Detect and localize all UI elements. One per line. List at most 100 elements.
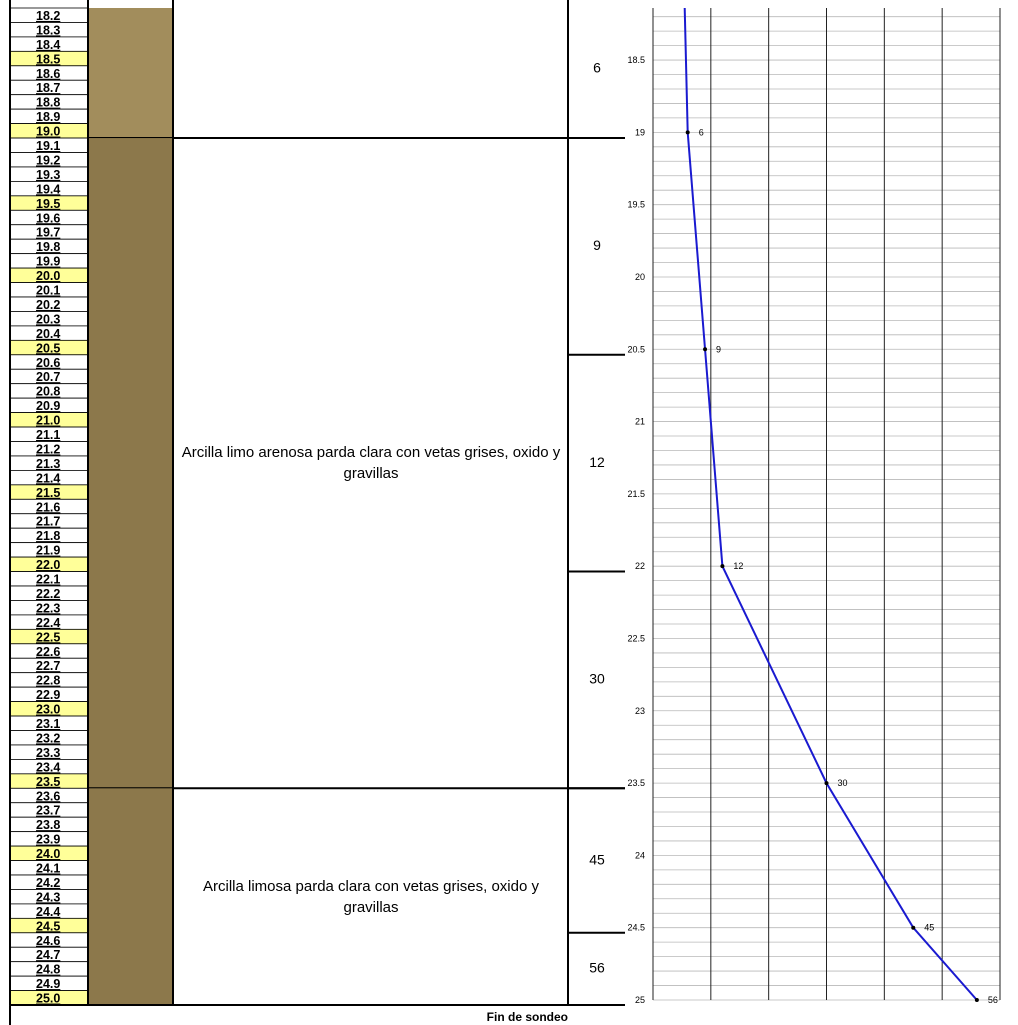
- depth-label: 18.5: [36, 52, 60, 66]
- depth-label: 20.2: [36, 298, 60, 312]
- soil-layer: [88, 8, 173, 139]
- depth-label: 21.3: [36, 457, 60, 471]
- depth-label: 21.4: [36, 471, 60, 485]
- depth-label: 23.8: [36, 818, 60, 832]
- depth-label: 21.6: [36, 500, 60, 514]
- point-label: 12: [733, 561, 743, 571]
- depth-label: 24.1: [36, 862, 60, 876]
- depth-label: 21.9: [36, 544, 60, 558]
- depth-label: 22.6: [36, 645, 60, 659]
- depth-label: 19.4: [36, 182, 60, 196]
- depth-label: 19.0: [36, 125, 60, 139]
- layer-description: Arcilla limo arenosa parda clara con vet…: [181, 444, 561, 483]
- depth-label: 23.4: [36, 760, 60, 774]
- soil-layer: [88, 138, 173, 789]
- depth-label: 24.5: [36, 919, 60, 933]
- depth-label: 18.3: [36, 23, 60, 37]
- depth-label: 19.6: [36, 211, 60, 225]
- depth-label: 20.6: [36, 356, 60, 370]
- blow-count: 9: [593, 237, 601, 253]
- series-line: [686, 132, 978, 1001]
- depth-label: 20.7: [36, 370, 60, 384]
- point: [824, 781, 829, 786]
- depth-label: 23.1: [36, 717, 60, 731]
- y-tick-label: 24: [635, 850, 645, 860]
- footer: Fin de sondeo: [487, 1010, 568, 1024]
- point-label: 56: [988, 995, 998, 1005]
- depth-label: 18.2: [36, 9, 60, 23]
- depth-label: 24.8: [36, 963, 60, 977]
- depth-label: 24.6: [36, 934, 60, 948]
- blow-count: 6: [593, 60, 601, 76]
- depth-label: 22.0: [36, 558, 60, 572]
- depth-label: 23.3: [36, 746, 60, 760]
- depth-label: 20.9: [36, 399, 60, 413]
- depth-label: 21.1: [36, 428, 60, 442]
- depth-label: 23.2: [36, 731, 60, 745]
- depth-label: 20.0: [36, 269, 60, 283]
- y-tick-label: 20: [635, 272, 645, 282]
- point-label: 6: [699, 127, 704, 137]
- point: [911, 925, 916, 930]
- y-tick-label: 19: [635, 127, 645, 137]
- y-tick-label: 21.5: [627, 489, 645, 499]
- layer-description: Arcilla limosa parda clara con vetas gri…: [203, 877, 539, 916]
- depth-label: 24.0: [36, 847, 60, 861]
- y-tick-label: 25: [635, 995, 645, 1005]
- depth-label: 22.3: [36, 601, 60, 615]
- point: [720, 564, 725, 569]
- depth-label: 24.4: [36, 905, 60, 919]
- soil-layer: [88, 788, 173, 1006]
- depth-label: 22.2: [36, 587, 60, 601]
- depth-label: 23.7: [36, 804, 60, 818]
- depth-label: 21.0: [36, 414, 60, 428]
- depth-label: 22.4: [36, 616, 60, 630]
- depth-label: 22.7: [36, 659, 60, 673]
- depth-label: 20.4: [36, 327, 60, 341]
- y-tick-label: 23: [635, 706, 645, 716]
- depth-label: 21.7: [36, 515, 60, 529]
- y-tick-label: 19.5: [627, 200, 645, 210]
- y-tick-label: 21: [635, 417, 645, 427]
- depth-label: 19.1: [36, 139, 60, 153]
- y-tick-label: 20.5: [627, 344, 645, 354]
- blow-count: 56: [589, 960, 605, 976]
- point-label: 30: [838, 778, 848, 788]
- depth-label: 23.6: [36, 789, 60, 803]
- y-tick-label: 18.5: [627, 55, 645, 65]
- depth-label: 23.9: [36, 833, 60, 847]
- point-label: 45: [924, 923, 934, 933]
- point: [703, 347, 708, 352]
- depth-label: 20.1: [36, 284, 60, 298]
- depth-label: 18.9: [36, 110, 60, 124]
- point-label: 9: [716, 344, 721, 354]
- depth-label: 21.8: [36, 529, 60, 543]
- depth-label: 24.2: [36, 876, 60, 890]
- y-tick-label: 24.5: [627, 923, 645, 933]
- blow-count: 45: [589, 851, 605, 867]
- y-tick-label: 22: [635, 561, 645, 571]
- y-tick-label: 22.5: [627, 633, 645, 643]
- blow-count: 30: [589, 671, 605, 687]
- depth-label: 19.8: [36, 240, 60, 254]
- depth-label: 19.3: [36, 168, 60, 182]
- depth-label: 22.8: [36, 674, 60, 688]
- depth-label: 20.8: [36, 385, 60, 399]
- depth-label: 18.6: [36, 67, 60, 81]
- depth-label: 24.3: [36, 890, 60, 904]
- depth-label: 18.4: [36, 38, 60, 52]
- depth-label: 19.7: [36, 226, 60, 240]
- depth-label: 24.9: [36, 977, 60, 991]
- y-tick-label: 23.5: [627, 778, 645, 788]
- blow-count: 12: [589, 454, 605, 470]
- depth-label: 18.8: [36, 96, 60, 110]
- depth-label: 19.2: [36, 153, 60, 167]
- depth-label: 23.5: [36, 775, 60, 789]
- depth-label: 22.9: [36, 688, 60, 702]
- depth-label: 19.9: [36, 255, 60, 269]
- depth-label: 20.3: [36, 312, 60, 326]
- depth-label: 24.7: [36, 948, 60, 962]
- series-lead: [683, 7, 689, 133]
